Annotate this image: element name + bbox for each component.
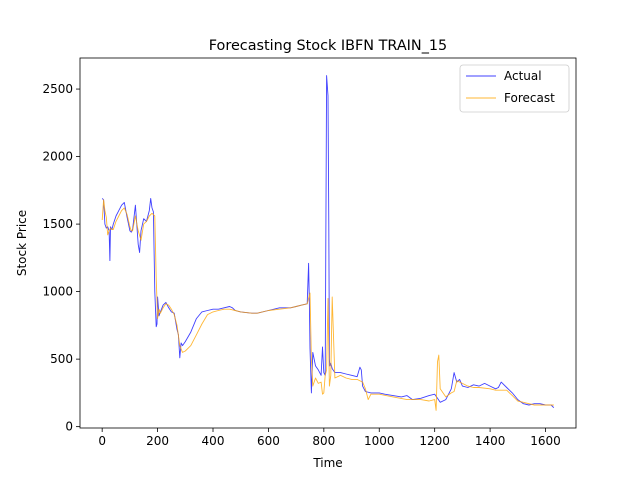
x-tick-label: 400 xyxy=(202,434,225,448)
legend-box xyxy=(459,64,570,113)
y-tick-label: 2000 xyxy=(42,150,73,164)
y-tick-label: 1000 xyxy=(42,285,73,299)
y-tick-label: 0 xyxy=(65,420,73,434)
series-line-actual xyxy=(101,75,555,409)
axes-frame xyxy=(79,57,577,429)
chart-title: Forecasting Stock IBFN TRAIN_15 xyxy=(209,38,447,54)
x-tick-label: 1000 xyxy=(364,434,395,448)
x-tick-label: 1400 xyxy=(475,434,506,448)
x-tick-label: 0 xyxy=(98,434,106,448)
y-axis-title: Stock Price xyxy=(15,210,29,276)
legend: Actual Forecast xyxy=(459,64,570,113)
legend-label-actual: Actual xyxy=(504,69,542,83)
x-tick-label: 600 xyxy=(257,434,280,448)
y-tick-label: 1500 xyxy=(42,217,73,231)
x-tick-label: 200 xyxy=(146,434,169,448)
x-tick-label: 1200 xyxy=(419,434,450,448)
x-tick-label: 1600 xyxy=(530,434,561,448)
x-tick-label: 800 xyxy=(312,434,335,448)
legend-label-forecast: Forecast xyxy=(504,91,555,105)
x-axis-title: Time xyxy=(312,456,342,470)
x-axis: 0 200 400 600 800 1000 1200 1400 1600 xyxy=(98,428,561,448)
y-axis: 0 500 1000 1500 2000 2500 xyxy=(42,82,80,434)
plot-area xyxy=(101,75,555,411)
y-tick-label: 500 xyxy=(50,352,73,366)
y-tick-label: 2500 xyxy=(42,82,73,96)
series-line-forecast xyxy=(101,199,554,411)
